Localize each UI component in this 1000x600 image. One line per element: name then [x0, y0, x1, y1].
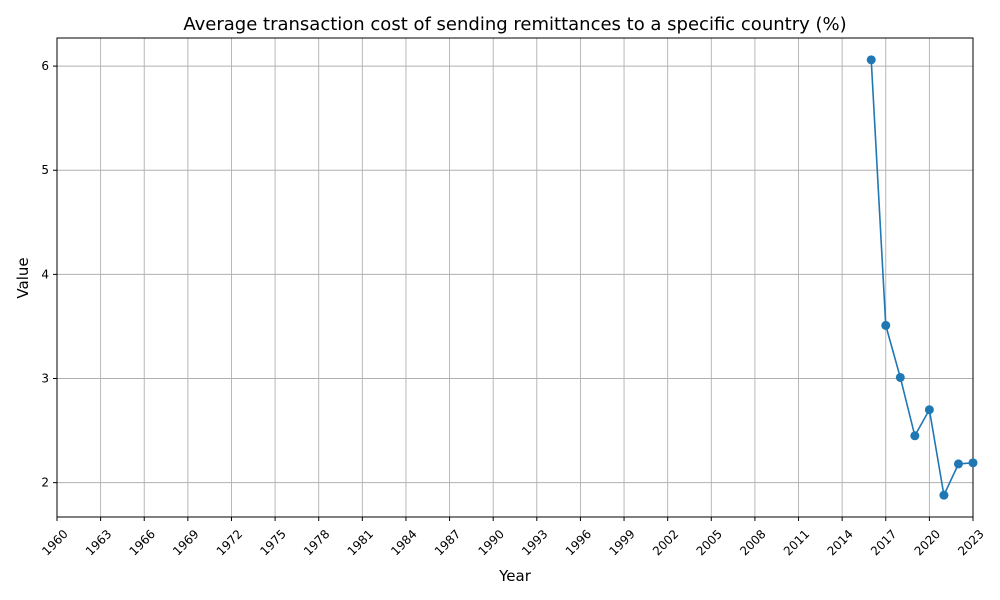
data-point	[866, 55, 876, 65]
x-tick-label: 1966	[127, 527, 158, 558]
x-axis-ticks: 1960 1963 1966 1969 1972 1975 1978 1981 1984 1987…	[39, 517, 987, 558]
data-point	[939, 490, 949, 500]
x-tick-label: 2014	[824, 527, 855, 558]
x-tick-label: 2005	[694, 527, 725, 558]
y-tick-label: 5	[41, 163, 49, 177]
x-tick-label: 2020	[912, 527, 943, 558]
y-axis-ticks: 2 3 4 5 6	[41, 59, 57, 490]
data-point	[924, 405, 934, 415]
x-tick-label: 2023	[955, 527, 986, 558]
axes	[56, 37, 974, 518]
data-point	[953, 459, 963, 469]
x-tick-label: 2002	[650, 527, 681, 558]
data-point	[968, 458, 978, 468]
grid	[56, 38, 974, 517]
x-tick-label: 1984	[388, 527, 419, 558]
x-tick-label: 1969	[170, 527, 201, 558]
series-line	[870, 59, 974, 498]
y-tick-label: 2	[41, 476, 49, 490]
chart-title: Average transaction cost of sending remi…	[183, 14, 846, 35]
y-tick-label: 4	[41, 267, 49, 281]
series-group	[866, 55, 978, 500]
x-tick-label: 1996	[563, 527, 594, 558]
x-tick-label: 1981	[345, 527, 376, 558]
y-tick-label: 6	[41, 59, 49, 73]
x-tick-label: 1987	[432, 527, 463, 558]
x-tick-label: 1960	[39, 527, 70, 558]
x-tick-label: 1972	[214, 527, 245, 558]
y-axis-label: Value	[14, 257, 32, 298]
data-point	[881, 320, 891, 330]
x-tick-label: 2017	[868, 527, 899, 558]
x-axis-label: Year	[498, 567, 532, 585]
x-tick-label: 1975	[257, 527, 288, 558]
x-tick-label: 2011	[781, 527, 812, 558]
x-tick-label: 1990	[475, 527, 506, 558]
x-tick-label: 1993	[519, 527, 550, 558]
y-tick-label: 3	[41, 372, 49, 386]
x-tick-label: 2008	[737, 527, 768, 558]
plot-frame	[56, 37, 974, 518]
x-tick-label: 1978	[301, 527, 332, 558]
data-point	[895, 372, 905, 382]
data-point	[910, 431, 920, 441]
x-tick-label: 1963	[83, 527, 114, 558]
x-tick-label: 1999	[606, 527, 637, 558]
